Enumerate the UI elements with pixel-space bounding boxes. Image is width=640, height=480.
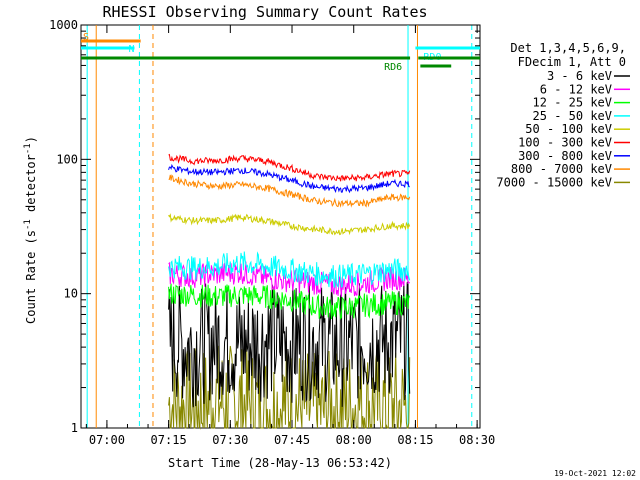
coverage-segments: SNRD0RD6 xyxy=(81,32,480,73)
y-tick-label-4: 1000 xyxy=(49,18,78,32)
legend-label-6: 100 - 300 keV xyxy=(518,136,612,150)
series-line-6 xyxy=(168,153,411,182)
series-line-5 xyxy=(168,213,411,236)
x-tick-label-7: 08:30 xyxy=(459,433,495,447)
y-tick-label-3: 100 xyxy=(56,152,78,166)
y-axis-label-mid: detector xyxy=(24,154,38,219)
segment-label-s: S xyxy=(83,32,89,43)
series-line-9 xyxy=(168,345,411,430)
series-line-7 xyxy=(168,163,410,194)
series-line-8 xyxy=(168,174,411,208)
legend-header-line-1: Det 1,3,4,5,6,9, xyxy=(510,41,626,55)
legend-label-8: 800 - 7000 keV xyxy=(511,162,612,176)
y-axis-label-end: ) xyxy=(24,136,38,143)
x-tick-label-3: 07:30 xyxy=(212,433,248,447)
legend-label-1: 3 - 6 keV xyxy=(547,69,612,83)
legend-label-2: 6 - 12 keV xyxy=(540,82,612,96)
segment-label-rd6: RD6 xyxy=(384,62,402,73)
legend-label-3: 12 - 25 keV xyxy=(533,96,612,110)
plot-frame xyxy=(80,24,481,429)
x-tick-label-2: 07:15 xyxy=(151,433,187,447)
chart-title: RHESSI Observing Summary Count Rates xyxy=(102,3,427,21)
legend: Det 1,3,4,5,6,9, FDecim 1, Att 0 3 - 6 k… xyxy=(496,41,630,189)
legend-header-line-2: FDecim 1, Att 0 xyxy=(518,55,626,69)
legend-label-9: 7000 - 15000 keV xyxy=(496,175,612,189)
vertical-markers xyxy=(86,25,473,428)
axis-ticks: 07:00 07:15 07:30 07:45 08:00 08:15 08:30 1 10 10… xyxy=(49,18,495,447)
y-axis-label-sup1: -1 xyxy=(23,219,33,230)
x-tick-label-1: 07:00 xyxy=(89,433,125,447)
series-layer xyxy=(168,153,411,430)
timestamp-footer: 19-Oct-2021 12:02 xyxy=(554,469,636,478)
x-tick-label-5: 08:00 xyxy=(336,433,372,447)
y-tick-label-1: 1 xyxy=(71,421,78,435)
y-tick-label-2: 10 xyxy=(64,287,78,301)
legend-label-4: 25 - 50 keV xyxy=(533,109,612,123)
x-axis-label: Start Time (28-May-13 06:53:42) xyxy=(168,456,392,470)
legend-label-5: 50 - 100 keV xyxy=(525,122,612,136)
y-axis-label-sup2: -1 xyxy=(23,143,33,154)
series-line-2 xyxy=(168,261,411,297)
series-line-3 xyxy=(168,283,411,320)
series-line-4 xyxy=(168,251,411,289)
y-axis-label: Count Rate (s-1 detector-1) xyxy=(23,136,38,324)
x-tick-label-6: 08:15 xyxy=(397,433,433,447)
y-axis-label-main: Count Rate (s xyxy=(24,230,38,324)
legend-label-7: 300 - 800 keV xyxy=(518,149,612,163)
x-tick-label-4: 07:45 xyxy=(274,433,310,447)
segment-label-n: N xyxy=(128,44,134,55)
